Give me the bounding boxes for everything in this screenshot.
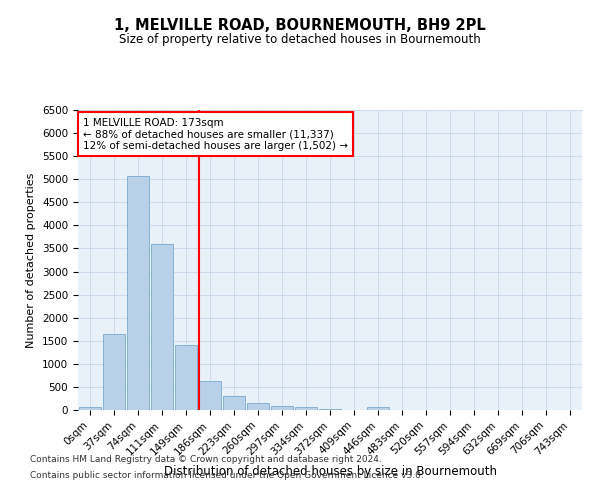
- Text: Contains HM Land Registry data © Crown copyright and database right 2024.: Contains HM Land Registry data © Crown c…: [30, 456, 382, 464]
- X-axis label: Distribution of detached houses by size in Bournemouth: Distribution of detached houses by size …: [163, 465, 497, 478]
- Bar: [247, 403, 269, 410]
- Text: 1, MELVILLE ROAD, BOURNEMOUTH, BH9 2PL: 1, MELVILLE ROAD, BOURNEMOUTH, BH9 2PL: [114, 18, 486, 32]
- Text: Contains public sector information licensed under the Open Government Licence v3: Contains public sector information licen…: [30, 470, 424, 480]
- Bar: [127, 176, 149, 410]
- Bar: [199, 382, 221, 410]
- Bar: [103, 334, 125, 410]
- Bar: [175, 345, 197, 410]
- Bar: [319, 408, 341, 410]
- Bar: [151, 244, 173, 410]
- Bar: [367, 407, 389, 410]
- Bar: [295, 408, 317, 410]
- Text: 1 MELVILLE ROAD: 173sqm
← 88% of detached houses are smaller (11,337)
12% of sem: 1 MELVILLE ROAD: 173sqm ← 88% of detache…: [83, 118, 348, 150]
- Y-axis label: Number of detached properties: Number of detached properties: [26, 172, 37, 348]
- Text: Size of property relative to detached houses in Bournemouth: Size of property relative to detached ho…: [119, 32, 481, 46]
- Bar: [79, 406, 101, 410]
- Bar: [271, 406, 293, 410]
- Bar: [223, 396, 245, 410]
